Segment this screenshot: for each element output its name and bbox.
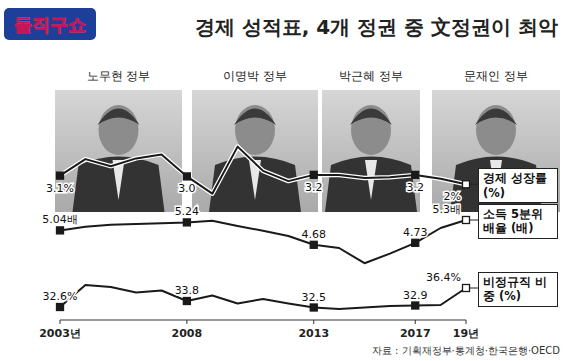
series-name: 경제 성장률 (%) (478, 168, 558, 203)
data-label: 32.6% (43, 290, 78, 303)
chart-root: 돌직구쇼 경제 성적표, 4개 정권 중 文정권이 최악노무현 정부 이명박 정부 박… (0, 0, 567, 361)
x-tick (466, 320, 467, 324)
photo-hair (98, 109, 140, 126)
labels: 3.1% 3.0 3.2 3.2 2% (46, 181, 461, 203)
line-halo (60, 220, 466, 263)
x-tick-label: 19년 (453, 327, 479, 340)
data-label: 5.3배 (433, 203, 462, 216)
photo-bg (55, 90, 182, 212)
x-tick (60, 320, 61, 324)
marker (310, 304, 317, 311)
data-label: 5.04배 (42, 213, 78, 226)
photo-face (476, 105, 516, 155)
admin-name: 박근혜 정부 (339, 69, 403, 83)
data-label: 3.1% (46, 182, 74, 195)
data-label: 4.73 (403, 226, 428, 239)
admin-name: 문재인 정부 (464, 69, 528, 83)
series-line (60, 220, 466, 263)
plot-area (57, 217, 470, 264)
series-line (60, 147, 466, 194)
admin-panel: 노무현 정부 (55, 69, 182, 212)
data-label: 3.2 (407, 181, 425, 194)
connector (470, 184, 478, 185)
line-halo (60, 147, 466, 194)
data-label: 4.68 (302, 228, 327, 241)
marker (57, 227, 64, 234)
plot-area (57, 147, 470, 194)
marker (57, 172, 64, 179)
logo-text: 돌직구쇼 (14, 14, 86, 35)
connector (470, 288, 478, 289)
source: 자료 : 기획재정부·통계청·한국은행·OECD (372, 345, 560, 356)
marker (183, 298, 190, 305)
photo-hair (234, 109, 276, 126)
admin-panel: 박근혜 정부 (322, 69, 420, 212)
marker (310, 171, 317, 178)
series-name: 소득 5분위 배율 (배) (478, 204, 558, 239)
marker (412, 302, 419, 309)
x-tick (313, 320, 314, 324)
data-label: 2% (444, 190, 461, 203)
data-label: 3.2 (305, 181, 323, 194)
plot-area (57, 285, 470, 312)
data-label: 5.24 (175, 205, 200, 218)
line-halo (60, 285, 466, 309)
x-tick (186, 320, 187, 324)
marker (57, 304, 64, 311)
data-label: 33.8 (175, 284, 200, 297)
labels: 5.04배 5.24 4.68 4.73 5.3배 (42, 203, 461, 241)
x-tick-label: 2003년 (39, 327, 81, 340)
marker (310, 241, 317, 248)
x-tick-label: 2008 (172, 327, 203, 340)
marker (463, 181, 470, 188)
logo-bg (4, 8, 96, 40)
photo-hair (350, 109, 392, 126)
admin-name: 이명박 정부 (223, 69, 287, 83)
x-tick-label: 2017 (400, 327, 431, 340)
marker (412, 239, 419, 246)
photo-bg (322, 90, 420, 212)
series-name: 비정규직 비중 (%) (478, 272, 558, 307)
marker (463, 285, 470, 292)
labels: 32.6% 33.8 32.5 32.9 36.4% (43, 271, 461, 304)
photo-face (99, 105, 139, 155)
connector (470, 220, 478, 221)
x-axis: 2003년 2008 2013 2017 19년 (39, 320, 479, 340)
title: 경제 성적표, 4개 정권 중 文정권이 최악 (195, 15, 558, 39)
marker (463, 217, 470, 224)
admin-name: 노무현 정부 (87, 69, 151, 83)
data-label: 36.4% (426, 271, 461, 284)
data-label: 32.5 (302, 291, 327, 304)
x-tick (415, 320, 416, 324)
series-line (60, 285, 466, 309)
axis-line (60, 320, 466, 321)
logo: 돌직구쇼 (4, 8, 96, 40)
marker (183, 173, 190, 180)
marker (412, 171, 419, 178)
data-label: 32.9 (403, 289, 428, 302)
admin-panel: 문재인 정부 (432, 69, 560, 212)
marker (183, 219, 190, 226)
photo-body (325, 157, 417, 213)
data-label: 3.0 (178, 182, 196, 195)
photo-face (351, 105, 391, 155)
x-tick-label: 2013 (298, 327, 329, 340)
photo-hair (475, 109, 517, 126)
photo-bg (432, 90, 560, 212)
